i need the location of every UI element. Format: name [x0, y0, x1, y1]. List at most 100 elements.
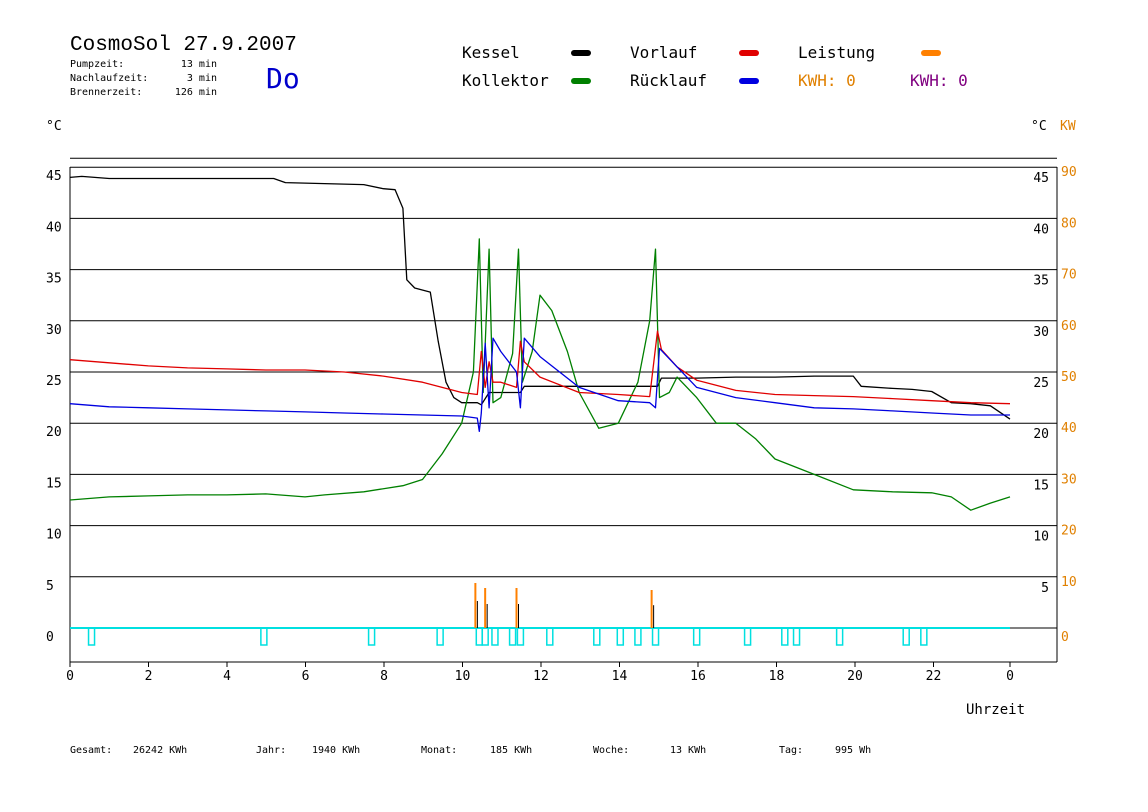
- pump-event-marker: [475, 627, 484, 646]
- right-axis-unit-kw: KW: [1060, 119, 1076, 134]
- y-right-tick-label: 15: [1033, 478, 1049, 493]
- footer-value-jahr: 1940 KWh: [312, 745, 360, 756]
- footer-value-tag: 995 Wh: [835, 745, 871, 756]
- x-tick-label: 2: [145, 669, 153, 684]
- y-left-tick-label: 35: [46, 272, 62, 287]
- pump-event-marker: [634, 627, 642, 646]
- y-right-tick-label: 30: [1033, 325, 1049, 340]
- y-right-tick-label: 5: [1041, 581, 1049, 596]
- x-tick-label: 12: [533, 669, 549, 684]
- y-right-tick-label: 10: [1033, 530, 1049, 545]
- series-line-vorlauf: [69, 330, 1011, 405]
- footer-label-woche: Woche:: [593, 745, 629, 756]
- y-axis-right-labels: 5 10 15 20 25 30 35 40 45: [1033, 171, 1049, 596]
- legend-swatch-ruecklauf: [739, 78, 759, 84]
- pump-event-marker: [781, 627, 789, 646]
- legend-label-kollektor: Kollektor: [462, 71, 549, 90]
- legend-swatch-leistung: [921, 50, 941, 56]
- y-right-tick-label: 35: [1033, 274, 1049, 289]
- series-lines: [69, 175, 1011, 511]
- x-tick-label: 0: [1006, 669, 1014, 684]
- pump-event-marker: [692, 627, 701, 646]
- y-axis-kw-labels: 0 10 20 30 40 50 60 70 80 90: [1061, 165, 1077, 645]
- pump-event-marker: [835, 627, 844, 646]
- chart-title: CosmoSol 27.9.2007: [70, 34, 297, 57]
- legend-label-vorlauf: Vorlauf: [630, 43, 697, 62]
- x-tick-label: 22: [926, 669, 942, 684]
- footer-value-monat: 185 KWh: [490, 745, 532, 756]
- pump-event-marker: [260, 627, 268, 646]
- footer-label-monat: Monat:: [421, 745, 457, 756]
- pump-event-marker: [546, 627, 554, 646]
- pump-event-marker: [436, 627, 444, 646]
- stats-block: Pumpzeit: 13 min Nachlaufzeit: 3 min Bre…: [70, 59, 217, 98]
- legend: Kessel Kollektor Vorlauf Rücklauf Leistu…: [462, 43, 968, 90]
- pump-event-marker: [367, 627, 376, 646]
- y-left-tick-label: 15: [46, 476, 62, 491]
- series-line-ruecklauf: [69, 337, 1010, 433]
- y-kw-tick-label: 80: [1061, 216, 1077, 231]
- x-tick-label: 20: [847, 669, 863, 684]
- pump-event-marker: [491, 627, 499, 646]
- y-right-tick-label: 25: [1033, 376, 1049, 391]
- y-left-tick-label: 0: [46, 630, 54, 645]
- pump-event-marker: [651, 627, 660, 646]
- stat-value-nachlaufzeit: 3 min: [187, 73, 217, 84]
- pump-event-marker: [920, 627, 928, 646]
- x-axis-label: Uhrzeit: [966, 702, 1025, 718]
- grid-lines: [70, 157, 1057, 629]
- stat-label-nachlaufzeit: Nachlaufzeit:: [70, 73, 148, 84]
- y-right-tick-label: 20: [1033, 427, 1049, 442]
- y-left-tick-label: 20: [46, 425, 62, 440]
- x-tick-label: 6: [302, 669, 310, 684]
- footer-totals: Gesamt: 26242 KWh Jahr: 1940 KWh Monat: …: [70, 745, 871, 756]
- y-right-tick-label: 40: [1033, 222, 1049, 237]
- y-right-tick-label: 45: [1033, 171, 1049, 186]
- legend-label-ruecklauf: Rücklauf: [630, 71, 707, 90]
- y-kw-tick-label: 20: [1061, 524, 1077, 539]
- x-tick-label: 16: [690, 669, 706, 684]
- y-kw-tick-label: 90: [1061, 165, 1077, 180]
- legend-swatch-vorlauf: [739, 50, 759, 56]
- pump-event-marker: [87, 627, 96, 646]
- x-tick-label: 4: [223, 669, 231, 684]
- pump-event-marker: [743, 627, 752, 646]
- y-left-tick-label: 10: [46, 528, 62, 543]
- y-left-tick-label: 5: [46, 579, 54, 594]
- legend-label-kessel: Kessel: [462, 43, 520, 62]
- pump-event-marker: [516, 627, 525, 646]
- legend-kwh-orange: KWH: 0: [798, 71, 856, 90]
- y-kw-tick-label: 40: [1061, 421, 1077, 436]
- y-left-tick-label: 40: [46, 220, 62, 235]
- footer-label-jahr: Jahr:: [256, 745, 286, 756]
- footer-label-gesamt: Gesamt:: [70, 745, 112, 756]
- legend-swatch-kessel: [571, 50, 591, 56]
- stat-value-pumpzeit: 13 min: [181, 59, 217, 70]
- x-tick-label: 18: [769, 669, 785, 684]
- pump-event-marker: [616, 627, 625, 646]
- pump-event-marker: [593, 627, 601, 646]
- y-kw-tick-label: 70: [1061, 268, 1077, 283]
- footer-value-gesamt: 26242 KWh: [133, 745, 187, 756]
- footer-label-tag: Tag:: [779, 745, 803, 756]
- y-axis-left-labels: 0 5 10 15 20 25 30 35 40 45: [46, 169, 62, 645]
- footer-value-woche: 13 KWh: [670, 745, 706, 756]
- x-tick-label: 8: [380, 669, 388, 684]
- legend-label-leistung: Leistung: [798, 43, 875, 62]
- legend-kwh-purple: KWH: 0: [910, 71, 968, 90]
- weekday-label: Do: [266, 62, 300, 95]
- stat-value-brennerzeit: 126 min: [175, 87, 217, 98]
- left-axis-unit: °C: [46, 119, 62, 134]
- pump-event-markers: [70, 583, 1010, 646]
- series-line-kollektor: [69, 238, 1011, 511]
- x-axis-ticks: 0 2 4 6 8 10 12 14 16 18 20 22 0: [66, 662, 1014, 684]
- y-left-tick-label: 30: [46, 323, 62, 338]
- y-kw-tick-label: 10: [1061, 575, 1077, 590]
- x-tick-label: 14: [612, 669, 628, 684]
- stat-label-brennerzeit: Brennerzeit:: [70, 87, 142, 98]
- y-kw-tick-label: 30: [1061, 472, 1077, 487]
- stat-label-pumpzeit: Pumpzeit:: [70, 59, 124, 70]
- x-tick-label: 10: [455, 669, 471, 684]
- y-kw-tick-label: 0: [1061, 630, 1069, 645]
